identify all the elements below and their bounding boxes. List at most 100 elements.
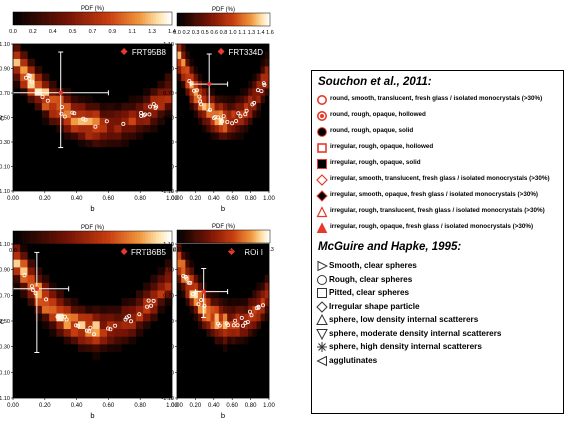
colorbar-segment <box>262 13 265 26</box>
x-tick-label: 0.80 <box>245 403 257 409</box>
heatmap-cell <box>206 321 211 329</box>
colorbar-tick-label: 2.3 <box>266 247 274 253</box>
heatmap-cell <box>252 110 257 118</box>
heatmap-cell <box>235 305 240 314</box>
colorbar-segment <box>240 230 243 243</box>
heatmap-cell <box>128 336 137 345</box>
heatmap-cell <box>78 328 86 337</box>
colorbar-tick-label: 1.6 <box>266 30 274 36</box>
triangle-right-open-icon <box>317 260 328 272</box>
legend-item-label: irregular, rough, opaque, hollowed <box>330 143 434 150</box>
heatmap-cell <box>135 297 144 306</box>
heatmap-cell <box>13 73 21 81</box>
heatmap-cell <box>34 95 43 104</box>
y-tick-label: 0.10 <box>0 165 10 171</box>
heatmap-cell <box>150 274 158 283</box>
heatmap-cell <box>210 124 215 133</box>
colorbar-tick-label: 1.6 <box>238 247 246 253</box>
colorbar-segment <box>266 230 269 243</box>
heatmap-cell <box>70 328 79 337</box>
colorbar-segment <box>212 230 215 243</box>
colorbar-segment <box>177 230 179 243</box>
y-tick-label: 0.50 <box>0 319 10 325</box>
sample-marker <box>233 318 238 323</box>
colorbar-segment <box>105 12 109 25</box>
colorbar-segment <box>197 13 199 26</box>
diamond-black-red-shape <box>316 190 328 202</box>
heatmap-cell <box>264 282 270 291</box>
heatmap-cell <box>260 95 266 104</box>
sample-marker <box>87 329 92 334</box>
sample-marker <box>245 320 250 325</box>
heatmap-cell <box>34 66 43 74</box>
colorbar-segment <box>95 12 99 25</box>
x-tick-label: 0.40 <box>71 403 83 409</box>
heatmap-cell <box>85 102 93 111</box>
colorbar-segment <box>217 13 220 26</box>
colorbar-segment <box>177 13 179 26</box>
heatmap-cell <box>85 117 93 126</box>
heatmap-cell <box>107 132 115 140</box>
chart-panel-2: FRT334D 0.00 0.20 0.40 0.60 0.80 1.00 b -1.10 0.1… <box>161 7 275 213</box>
heatmap-cell <box>227 328 232 337</box>
heatmap-cell <box>248 88 253 96</box>
heatmap-cell <box>260 305 266 314</box>
heatmap-cell <box>20 66 28 74</box>
heatmap-cell <box>13 274 21 283</box>
colorbar-segment <box>68 231 72 244</box>
colorbar-segment <box>28 231 32 244</box>
colorbar-segment <box>189 13 192 26</box>
heatmap-cell <box>157 80 165 89</box>
heatmap-cell <box>78 139 86 148</box>
sample-marker <box>259 89 264 94</box>
y-tick-label: 0.50 <box>163 116 174 122</box>
heatmap-cell <box>143 95 151 104</box>
colorbar-segment <box>66 231 69 244</box>
heatmap-cell <box>210 102 215 111</box>
heatmap-cell <box>164 88 173 96</box>
sample-marker <box>127 314 132 319</box>
heatmap-cell <box>114 117 122 126</box>
colorbar-segment <box>119 231 122 244</box>
heatmap-cell <box>164 297 173 306</box>
chart-panel-1: FRT95B8 0.00 0.20 0.40 0.60 0.80 1.00 b -1.10 0.1… <box>0 6 178 213</box>
sample-marker <box>151 102 156 107</box>
heatmap-cell <box>41 290 50 299</box>
sample-marker <box>62 114 67 119</box>
colorbar-segment <box>68 12 72 25</box>
heatmap-cells <box>177 244 270 353</box>
legend-box: Souchon et al., 2011: round, smooth, tra… <box>311 70 564 414</box>
heatmap-cell <box>128 132 137 140</box>
colorbar-segment <box>81 231 85 244</box>
x-tick-label: 0.00 <box>171 403 183 409</box>
sample-marker <box>234 119 239 124</box>
legend-mcguire-item: Rough, clear spheres <box>316 274 412 285</box>
heatmap-cell <box>27 58 35 67</box>
heatmap-cell <box>202 80 207 89</box>
x-tick-label: 0.60 <box>103 196 115 202</box>
colorbar-segment <box>36 231 40 244</box>
heatmap-cell <box>181 73 186 81</box>
heatmap-cell <box>181 51 186 59</box>
heatmap-cell <box>92 124 100 133</box>
colorbar-segment <box>217 230 220 243</box>
colorbar-segment <box>214 230 217 243</box>
heatmap-cell <box>206 110 211 118</box>
y-tick-label: 0.90 <box>0 268 10 274</box>
colorbar-segment <box>145 231 149 244</box>
heatmap-cell <box>197 110 203 118</box>
heatmap-cell <box>231 110 236 118</box>
legend-souchon-item: irregular, smooth, opaque, fresh glass /… <box>316 190 538 202</box>
colorbar-label: PDF (%) <box>81 225 104 231</box>
colorbar-segment <box>71 12 75 25</box>
heatmap-cell <box>223 132 228 140</box>
heatmap-cell <box>235 124 240 133</box>
colorbar-segment <box>52 231 56 244</box>
triangle-up-open-shape <box>316 314 328 325</box>
heatmap-cell <box>193 110 199 118</box>
heatmap-cell <box>164 95 173 104</box>
heatmap-cell <box>27 259 35 268</box>
mean-marker <box>34 286 40 291</box>
legend-item-label: agglutinates <box>329 355 378 365</box>
heatmap-cell <box>248 328 253 337</box>
